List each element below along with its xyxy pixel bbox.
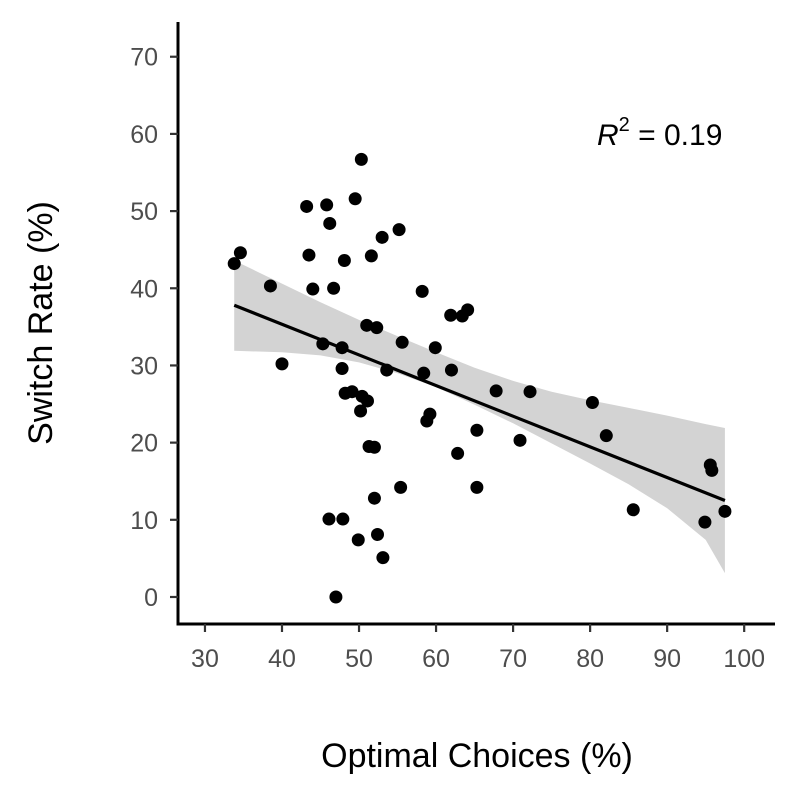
data-point: [444, 308, 458, 322]
x-tick-label: 90: [653, 645, 681, 673]
data-point: [367, 440, 381, 454]
data-point: [513, 433, 527, 447]
r-squared-annotation: R2 = 0.19: [597, 114, 722, 152]
data-point: [423, 407, 437, 421]
data-point: [392, 223, 406, 237]
data-point: [345, 385, 359, 399]
data-point: [375, 230, 389, 244]
data-point: [718, 504, 732, 518]
data-point: [336, 512, 350, 526]
data-point: [300, 199, 314, 213]
data-point: [626, 503, 640, 517]
data-point: [698, 515, 712, 529]
regression-line: [233, 303, 726, 502]
y-tick-label: 10: [130, 507, 158, 535]
data-point: [360, 394, 374, 408]
y-tick-label: 30: [130, 352, 158, 380]
y-tick-label: 20: [130, 430, 158, 458]
data-point: [705, 463, 719, 477]
y-tick-label: 50: [130, 198, 158, 226]
x-tick-label: 40: [268, 645, 296, 673]
confidence-band: [234, 260, 725, 574]
data-point: [360, 318, 374, 332]
data-point: [337, 253, 351, 267]
data-point: [329, 590, 343, 604]
x-tick-label: 80: [576, 645, 604, 673]
data-point: [320, 198, 334, 212]
data-point: [470, 423, 484, 437]
y-tick-label: 40: [130, 275, 158, 303]
data-point: [306, 282, 320, 296]
data-point: [348, 192, 362, 206]
x-tick-label: 30: [191, 645, 219, 673]
data-point: [371, 527, 385, 541]
data-point: [275, 357, 289, 371]
data-point: [323, 216, 337, 230]
data-point: [523, 385, 537, 399]
x-tick-label: 50: [345, 645, 373, 673]
data-point: [461, 303, 475, 317]
data-point: [470, 480, 484, 494]
data-point: [322, 512, 336, 526]
data-point: [376, 551, 390, 565]
r-superscript: 2: [619, 114, 630, 136]
data-point: [263, 279, 277, 293]
data-point: [395, 335, 409, 349]
data-point: [364, 249, 378, 263]
y-axis-title: Switch Rate (%): [22, 201, 60, 445]
data-point: [354, 152, 368, 166]
data-point: [451, 446, 465, 460]
x-tick-label: 60: [422, 645, 450, 673]
data-point: [327, 281, 341, 295]
data-point: [227, 257, 241, 271]
data-point: [354, 404, 368, 418]
y-axis-ticks: 0 10 20 30 40 50 60 70: [130, 44, 178, 612]
data-point: [370, 321, 384, 335]
x-tick-label: 100: [723, 645, 765, 673]
y-tick-label: 70: [130, 44, 158, 72]
data-point: [351, 533, 365, 547]
data-point: [417, 366, 431, 380]
data-point: [489, 384, 503, 398]
x-axis-ticks: 30 40 50 60 70 80 90 100: [191, 624, 765, 673]
x-tick-label: 70: [499, 645, 527, 673]
data-point: [367, 491, 381, 505]
x-axis-title: Optimal Choices (%): [321, 737, 633, 775]
data-point: [394, 480, 408, 494]
data-point: [428, 341, 442, 355]
data-point: [233, 246, 247, 260]
r-symbol: R: [597, 119, 619, 152]
data-point: [444, 363, 458, 377]
y-tick-label: 0: [144, 584, 158, 612]
data-point: [302, 248, 316, 262]
r-squared-value: = 0.19: [630, 119, 723, 152]
data-point: [335, 362, 349, 376]
data-point: [585, 395, 599, 409]
data-point: [599, 429, 613, 443]
data-point: [415, 284, 429, 298]
y-tick-label: 60: [130, 121, 158, 149]
